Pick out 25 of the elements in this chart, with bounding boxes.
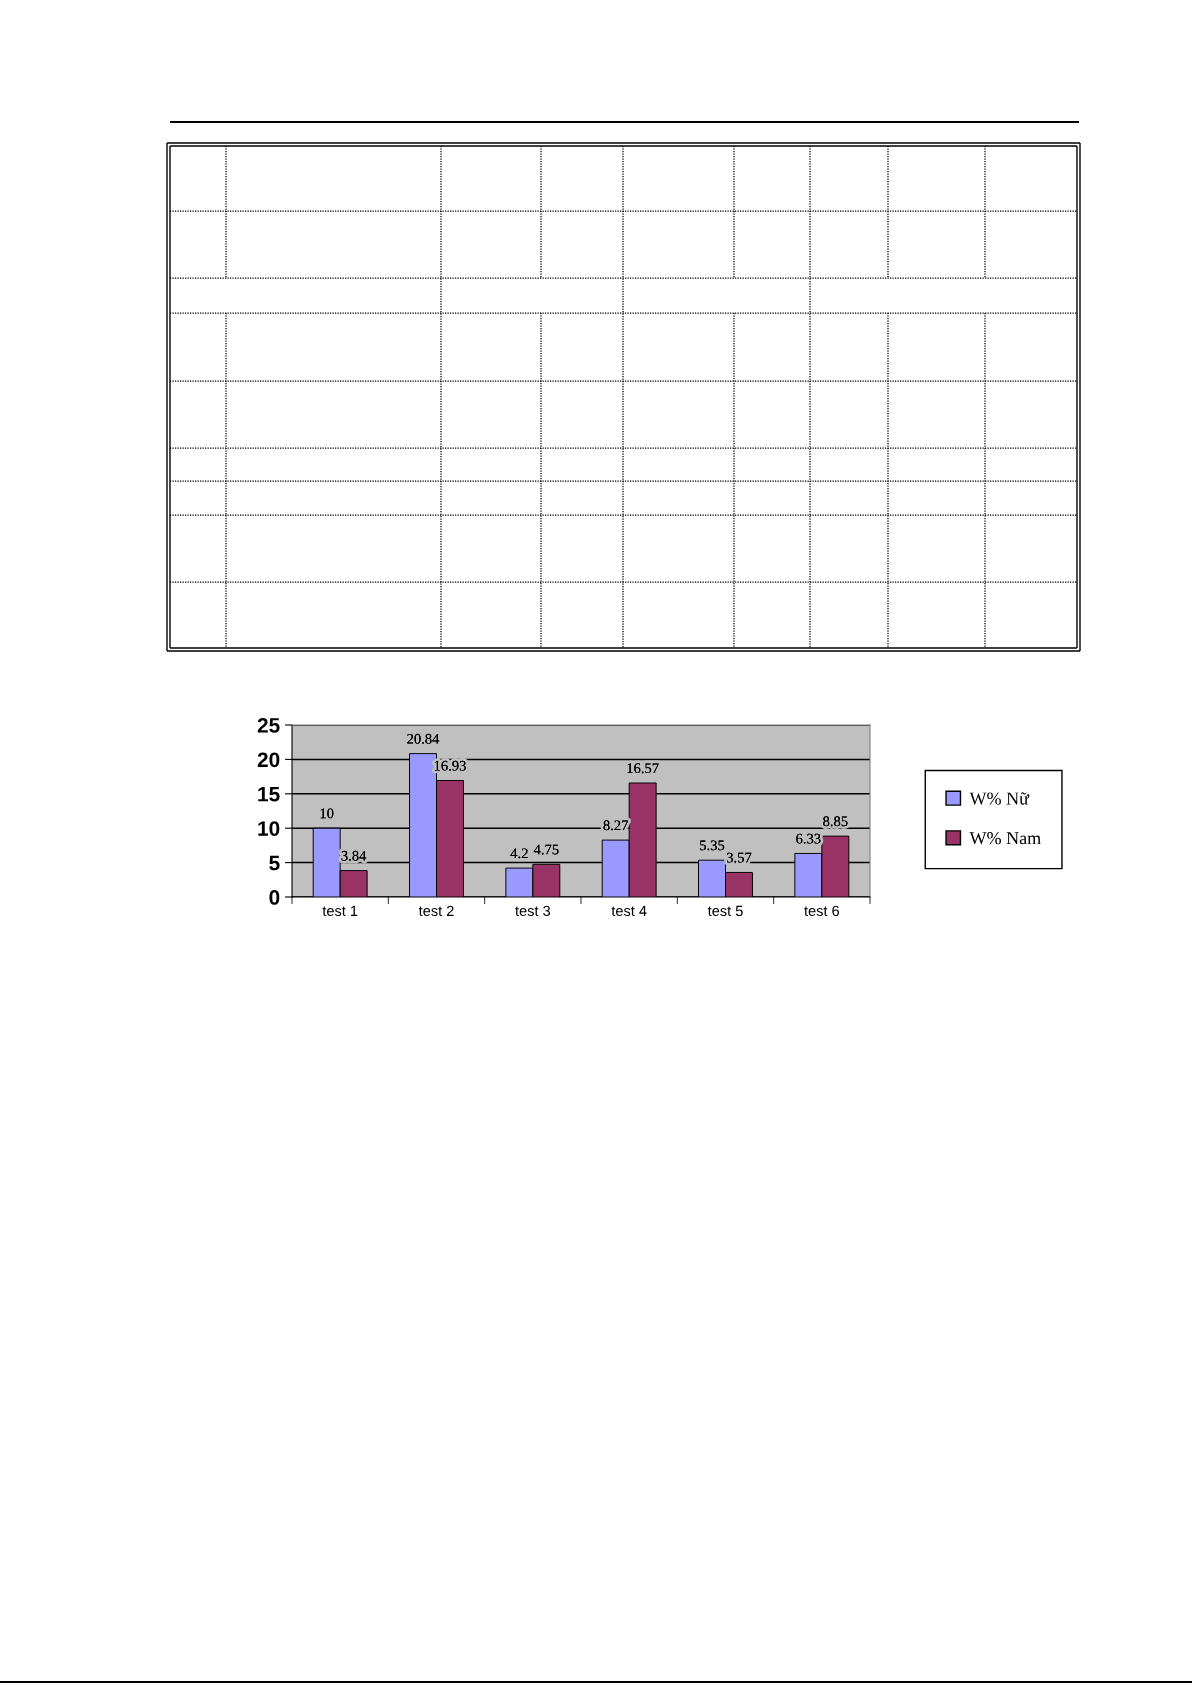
data-label: 3.84 [341, 850, 367, 861]
data-label: 3.57 [726, 852, 752, 863]
data-label: 4.75 [533, 844, 559, 855]
y-tick-label: 10 [258, 821, 280, 836]
y-tick-label: 5 [269, 855, 280, 871]
data-label: 5.35 [700, 840, 725, 851]
y-tick-label: 20 [257, 752, 280, 768]
data-label: 6.33 [796, 833, 821, 844]
data-label: 8.85 [823, 816, 848, 827]
legend-label: W% Nam [969, 832, 1041, 845]
x-tick-label: test 1 [322, 905, 358, 917]
y-tick-label: 0 [269, 890, 280, 905]
data-label: 10 [320, 808, 334, 819]
data-label: 20.84 [407, 733, 440, 744]
data-label: 16.57 [627, 763, 659, 774]
data-label: 8.27 [603, 820, 629, 831]
y-tick-label: 25 [257, 718, 280, 733]
legend-label: W% Nữ [969, 792, 1030, 805]
x-tick-label: test 5 [707, 905, 743, 917]
y-tick-label: 15 [258, 787, 280, 802]
x-tick-label: test 4 [611, 905, 647, 917]
data-label: 4.2 [510, 848, 528, 859]
x-tick-label: test 2 [418, 905, 454, 917]
x-tick-label: test 3 [515, 905, 551, 917]
x-tick-label: test 6 [804, 905, 840, 917]
